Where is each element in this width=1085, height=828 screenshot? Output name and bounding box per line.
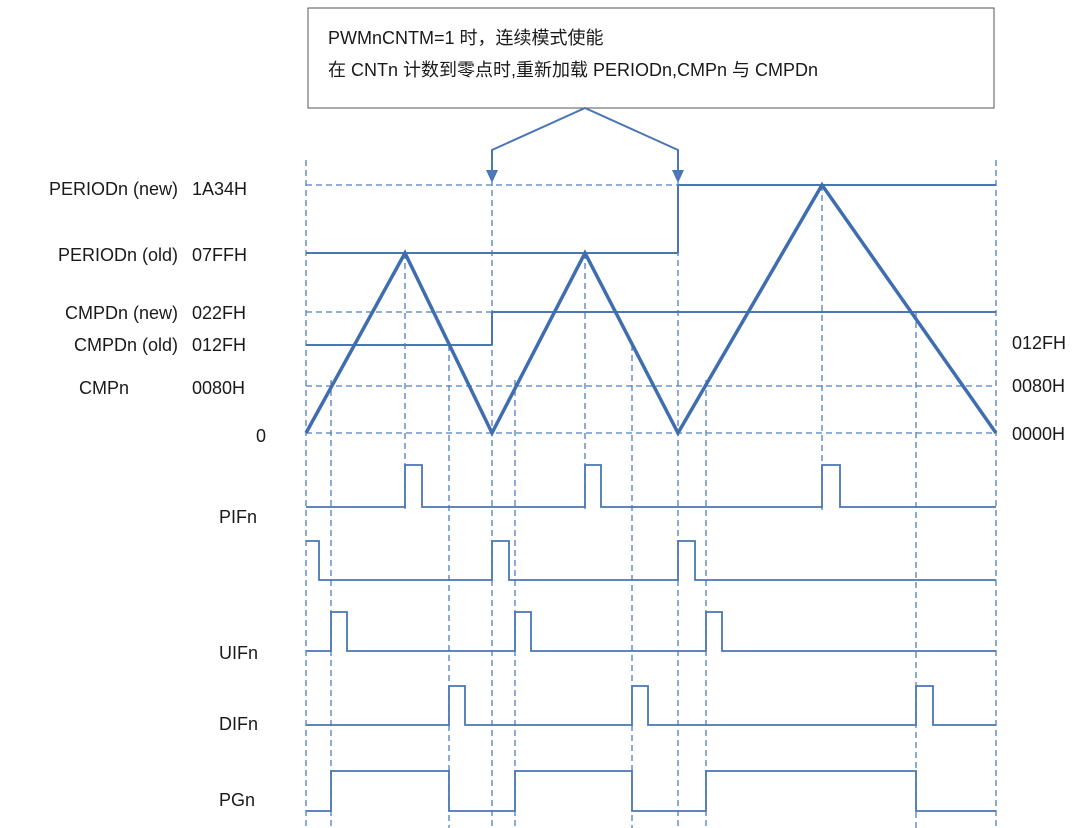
note-line-2: 在 CNTn 计数到零点时,重新加载 PERIODn,CMPn 与 CMPDn [328,60,818,80]
pifn-signal [306,464,996,508]
difn-signal [306,685,996,726]
reload-arrow-left-icon [486,170,498,183]
level-guides [306,184,996,434]
value-zero: 0 [256,426,266,446]
zero-flag-signal [306,540,996,581]
right-value-cmp: 0080H [1012,376,1065,396]
label-period-new: PERIODn (new) [49,179,178,199]
pgn-signal [306,770,996,812]
note-line-1: PWMnCNTM=1 时，连续模式使能 [328,28,604,48]
label-cmpd-old: CMPDn (old) [74,335,178,355]
value-period-old: 07FFH [192,245,247,265]
label-cmpd-new: CMPDn (new) [65,303,178,323]
note-box [307,7,995,109]
uifn-signal [306,611,996,652]
reload-arrow-right-icon [672,170,684,183]
reload-arrows [486,106,684,183]
value-period-new: 1A34H [192,179,247,199]
label-uifn: UIFn [219,643,258,663]
value-cmp: 0080H [192,378,245,398]
label-period-old: PERIODn (old) [58,245,178,265]
label-difn: DIFn [219,714,258,734]
pifn-label-mask [210,500,290,522]
counter-waveform [304,181,998,437]
label-pgn: PGn [219,790,255,810]
right-value-zero: 0000H [1012,424,1065,444]
label-cmp: CMPn [79,378,129,398]
label-pifn: PIFn [219,507,257,527]
value-cmpd-old: 012FH [192,335,246,355]
value-cmpd-new: 022FH [192,303,246,323]
right-value-cmpd: 012FH [1012,333,1066,353]
vertical-guides [305,160,997,828]
